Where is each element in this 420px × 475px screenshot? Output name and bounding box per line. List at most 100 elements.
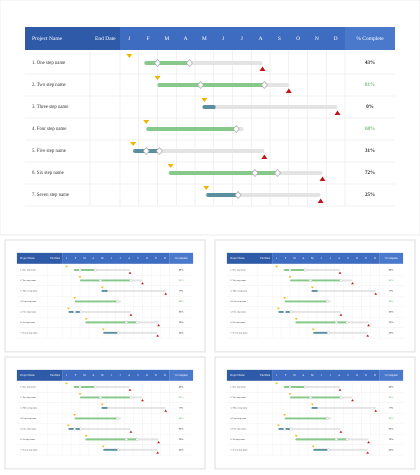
diamond xyxy=(308,278,313,283)
row-name: 5. Five step name xyxy=(230,428,246,430)
header-pct-bg xyxy=(169,252,194,264)
diamond xyxy=(142,146,150,156)
diamond xyxy=(135,320,139,325)
row-percent: 31% xyxy=(389,310,394,313)
month-label: J xyxy=(128,36,131,42)
row-name: 7. Seven step name xyxy=(230,332,248,334)
month-label: O xyxy=(146,374,148,377)
row-name: 6. Six step name xyxy=(230,439,245,441)
progress-bar xyxy=(313,331,329,334)
month-label: N xyxy=(155,374,157,377)
month-label: O xyxy=(356,257,358,260)
month-label: A xyxy=(92,374,94,377)
deadline-marker xyxy=(157,441,160,444)
header-bg xyxy=(226,252,273,264)
milestone-marker xyxy=(275,382,279,385)
row-name: 5. Five step name xyxy=(20,311,36,313)
month-label: S xyxy=(347,257,349,260)
diamond xyxy=(282,426,287,431)
month-label: N xyxy=(155,257,157,260)
header-label: Project Name xyxy=(20,257,35,260)
row-percent: 72% xyxy=(389,438,394,441)
header-label: End Date xyxy=(95,36,116,42)
row-percent: 43% xyxy=(389,269,394,272)
progress-bar xyxy=(74,300,118,303)
diamond xyxy=(93,385,97,389)
progress-bar xyxy=(311,290,318,292)
progress-bar xyxy=(157,83,265,87)
diamond xyxy=(78,385,82,389)
progress-bar xyxy=(284,300,328,303)
row-name: 2. Two step name xyxy=(32,83,66,88)
progress-bar xyxy=(146,127,237,131)
month-label: A xyxy=(128,257,130,260)
row-percent: 25% xyxy=(179,331,184,334)
row-name: 2. Two step name xyxy=(20,280,36,282)
progress-bar xyxy=(103,331,119,334)
row-percent: 68% xyxy=(389,300,394,303)
diamond xyxy=(78,268,82,272)
month-label: J xyxy=(66,257,67,260)
row-percent: 72% xyxy=(179,438,184,441)
progress-bar xyxy=(85,438,138,441)
row-name: 3. Three step name xyxy=(230,407,247,409)
header-pct-bg xyxy=(379,252,404,264)
milestone-marker xyxy=(311,328,315,331)
deadline-marker xyxy=(338,271,342,274)
remaining-bar xyxy=(68,427,131,430)
row-percent: 31% xyxy=(365,149,375,154)
header-pct-bg xyxy=(345,27,395,50)
row-percent: 72% xyxy=(179,321,184,324)
diamond xyxy=(282,309,287,314)
month-label: D xyxy=(164,374,166,377)
deadline-marker xyxy=(366,334,370,337)
milestone-marker xyxy=(288,276,292,279)
milestone-marker xyxy=(126,54,133,58)
milestone-marker xyxy=(73,297,77,300)
month-label: N xyxy=(365,257,367,260)
header-months-bg xyxy=(120,27,345,50)
month-label: J xyxy=(241,36,244,42)
slide: Project Name End Date % Complete J F M A M J J A S O… xyxy=(0,0,420,236)
milestone-marker xyxy=(294,318,298,320)
diamond xyxy=(232,124,240,134)
progress-bar xyxy=(73,386,96,388)
milestone-marker xyxy=(130,142,137,146)
row-percent: 43% xyxy=(365,61,375,66)
deadline-marker xyxy=(351,399,354,402)
progress-bar xyxy=(283,269,306,271)
deadline-marker xyxy=(339,430,343,433)
row-percent: 0% xyxy=(366,105,374,110)
row-name: 1. One step name xyxy=(230,270,246,272)
diamond xyxy=(339,395,343,400)
row-percent: 31% xyxy=(389,427,394,430)
month-label: N xyxy=(365,374,367,377)
progress-bar xyxy=(295,321,348,324)
remaining-bar xyxy=(133,149,265,153)
row-percent: 72% xyxy=(365,171,375,176)
header-label: Project Name xyxy=(32,36,63,42)
month-label: A xyxy=(128,374,130,377)
month-label: S xyxy=(137,374,139,377)
header-label: % Complete xyxy=(385,257,399,260)
deadline-marker xyxy=(334,110,341,115)
milestone-marker xyxy=(100,403,104,406)
row-name: 7. Seven step name xyxy=(20,332,38,334)
deadline-marker xyxy=(141,399,144,402)
diamond xyxy=(339,278,343,283)
header-months-bg xyxy=(62,252,170,264)
month-label: J xyxy=(321,257,322,260)
deadline-marker xyxy=(367,441,370,444)
row-percent: 68% xyxy=(389,417,394,420)
month-label: O xyxy=(296,36,300,42)
progress-bar xyxy=(168,171,278,175)
month-label: O xyxy=(146,257,148,260)
slide: Project Name End Date % Complete J F M A M J J A S O… xyxy=(214,356,416,470)
month-label: J xyxy=(222,36,225,42)
row-name: 1. One step name xyxy=(20,387,36,389)
month-label: J xyxy=(330,257,331,260)
month-label: M xyxy=(83,257,86,260)
milestone-marker xyxy=(143,120,150,124)
header-bg xyxy=(226,369,273,381)
progress-bar xyxy=(313,448,329,451)
